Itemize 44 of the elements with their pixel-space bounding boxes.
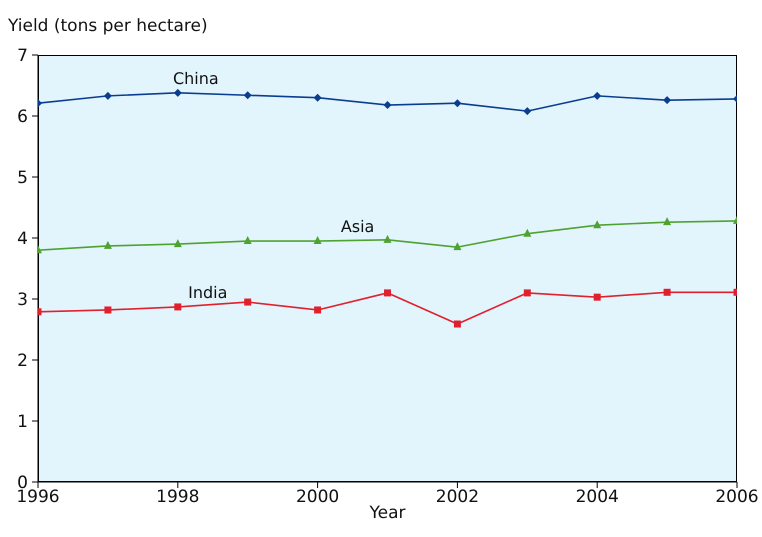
x-tick-label: 1998 <box>156 487 200 508</box>
x-tick-label: 2004 <box>576 487 619 508</box>
point <box>384 289 391 296</box>
point <box>104 92 112 100</box>
y-axis-title: Yield (tons per hectare) <box>8 16 208 36</box>
x-tick-label: 2000 <box>296 487 340 508</box>
series-label: Asia <box>340 217 374 236</box>
y-tick-label: 7 <box>17 46 28 66</box>
y-tick-label: 6 <box>17 107 28 128</box>
point <box>104 306 112 314</box>
point <box>664 288 671 296</box>
y-tick-label: 3 <box>17 290 28 310</box>
point <box>593 92 602 100</box>
point <box>524 289 531 296</box>
point <box>314 306 322 314</box>
x-tick-label: 2006 <box>715 487 759 508</box>
point <box>454 320 461 328</box>
point <box>244 298 252 306</box>
x-axis-title: Year <box>370 503 406 523</box>
point <box>314 236 322 244</box>
y-tick-label: 2 <box>17 351 28 372</box>
point <box>244 236 252 244</box>
point <box>593 220 602 228</box>
point <box>314 94 322 102</box>
point <box>663 96 672 104</box>
point <box>244 91 252 100</box>
y-tick-label: 5 <box>17 168 28 188</box>
point <box>384 234 392 243</box>
point <box>594 294 601 301</box>
point <box>174 88 182 97</box>
point <box>384 101 392 110</box>
y-tick-label: 1 <box>17 412 28 432</box>
x-tick-label: 2002 <box>436 487 480 508</box>
point <box>523 107 532 116</box>
y-tick-label: 4 <box>17 229 28 250</box>
point <box>453 242 462 250</box>
series-label: India <box>188 282 228 302</box>
point <box>174 303 182 310</box>
series-label: China <box>172 68 219 88</box>
point <box>104 240 112 249</box>
point <box>453 99 462 108</box>
point <box>174 239 182 248</box>
point <box>523 228 532 237</box>
point <box>663 217 672 226</box>
